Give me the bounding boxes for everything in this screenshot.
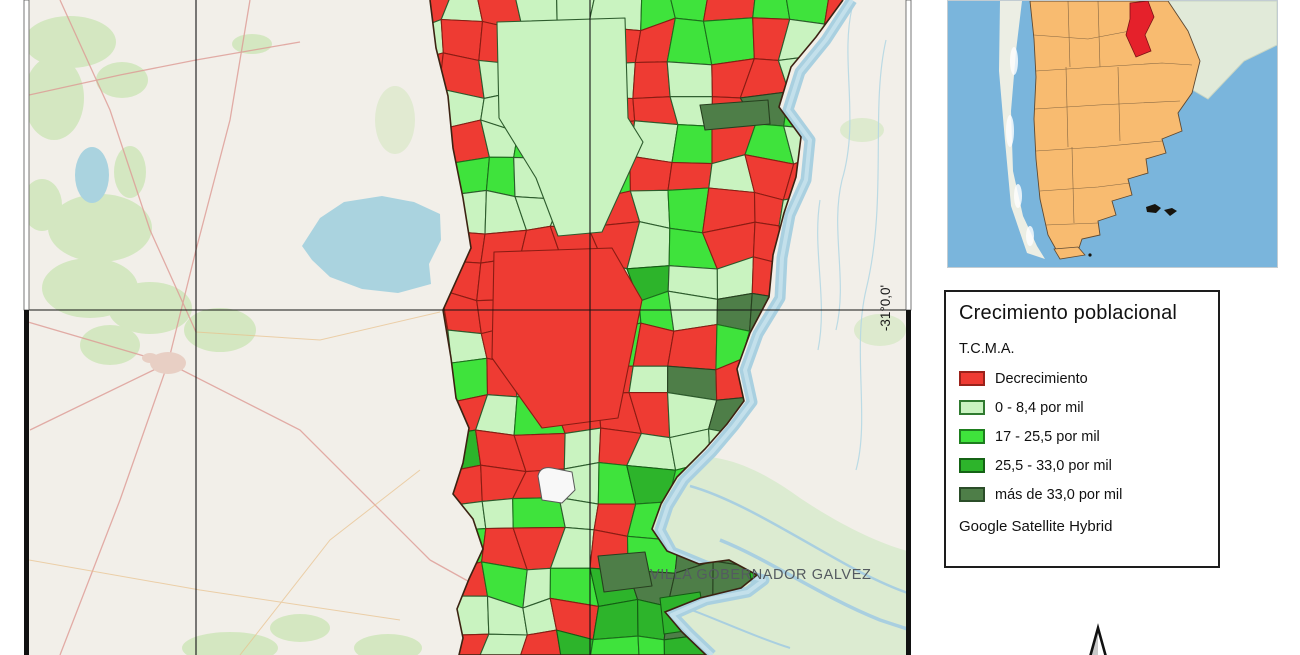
legend-entry: 0 - 8,4 por mil: [959, 393, 1206, 422]
place-label: VILLA GOBERNADOR GALVEZ: [650, 567, 871, 583]
legend-title: Crecimiento poblacional: [959, 302, 1178, 324]
department-polygon: [485, 156, 516, 198]
latitude-label: -31°0,0': [878, 285, 893, 331]
department-polygon: [752, 0, 791, 20]
department-polygon: [447, 329, 488, 364]
department-polygon: [629, 155, 673, 192]
department-polygon: [637, 635, 666, 655]
legend-entry: 17 - 25,5 por mil: [959, 422, 1206, 451]
main-map-canvas: VILLA GOBERNADOR GALVEZ -31°0,0': [23, 0, 912, 655]
department-polygon: [667, 323, 718, 371]
choropleth-overlays: [491, 17, 771, 635]
legend-entry-label: 17 - 25,5 por mil: [995, 428, 1100, 445]
legend-entry: 25,5 - 33,0 por mil: [959, 451, 1206, 480]
inset-map-canvas: [948, 1, 1277, 267]
department-polygon: [496, 17, 644, 237]
parana-river: [654, 0, 857, 655]
department-polygon: [587, 635, 641, 655]
department-polygon: [667, 187, 710, 234]
inset-tierra-del-fuego: [1053, 246, 1086, 260]
legend-swatch: [959, 371, 985, 386]
legend-entry-label: Decrecimiento: [995, 370, 1088, 387]
department-polygon: [481, 498, 514, 530]
department-polygon: [632, 61, 671, 100]
legend-swatch: [959, 458, 985, 473]
province-boundary: [429, 0, 844, 655]
legend-entry-label: 0 - 8,4 por mil: [995, 399, 1084, 416]
legend-swatch: [959, 487, 985, 502]
department-polygon: [440, 0, 484, 23]
department-polygon: [628, 365, 669, 394]
legend: Crecimiento poblacional T.C.M.A. Decreci…: [944, 290, 1220, 568]
department-polygon: [632, 322, 675, 367]
legend-swatch: [959, 429, 985, 444]
department-polygon: [666, 61, 713, 98]
legend-entry-label: más de 33,0 por mil: [995, 486, 1123, 503]
inset-province-borders: [1033, 1, 1193, 226]
legend-subtitle: T.C.M.A.: [959, 341, 1015, 357]
north-arrow-icon: [1074, 622, 1122, 655]
vegetation-patches: [29, 16, 906, 655]
legend-entry: Decrecimiento: [959, 364, 1206, 393]
department-polygon: [556, 629, 594, 655]
map-frame: [23, 0, 912, 655]
minor-roads-layer: [29, 311, 441, 655]
department-polygon: [491, 247, 643, 429]
department-polygon: [597, 551, 653, 593]
city-area: [142, 352, 186, 374]
department-polygon: [474, 633, 528, 655]
streams-layer: [817, 7, 887, 471]
inset-map: [947, 0, 1278, 268]
legend-basemap-label: Google Satellite Hybrid: [959, 518, 1113, 535]
inset-andes-snow: [1006, 47, 1034, 246]
legend-entry: más de 33,0 por mil: [959, 480, 1206, 509]
department-polygon: [667, 161, 713, 191]
inset-country-shape: [1029, 1, 1201, 254]
graticule: [24, 0, 911, 655]
department-polygon: [702, 17, 755, 66]
inset-islands: [1088, 204, 1177, 257]
legend-swatch: [959, 400, 985, 415]
legend-entry-label: 25,5 - 33,0 por mil: [995, 457, 1112, 474]
department-polygon: [699, 99, 771, 131]
lakes-layer: [75, 147, 441, 293]
inset-highlighted-province: [1125, 1, 1155, 58]
main-map: VILLA GOBERNADOR GALVEZ -31°0,0': [23, 0, 912, 655]
department-polygon: [515, 629, 563, 655]
legend-items: Decrecimiento 0 - 8,4 por mil 17 - 25,5 po…: [959, 364, 1206, 509]
